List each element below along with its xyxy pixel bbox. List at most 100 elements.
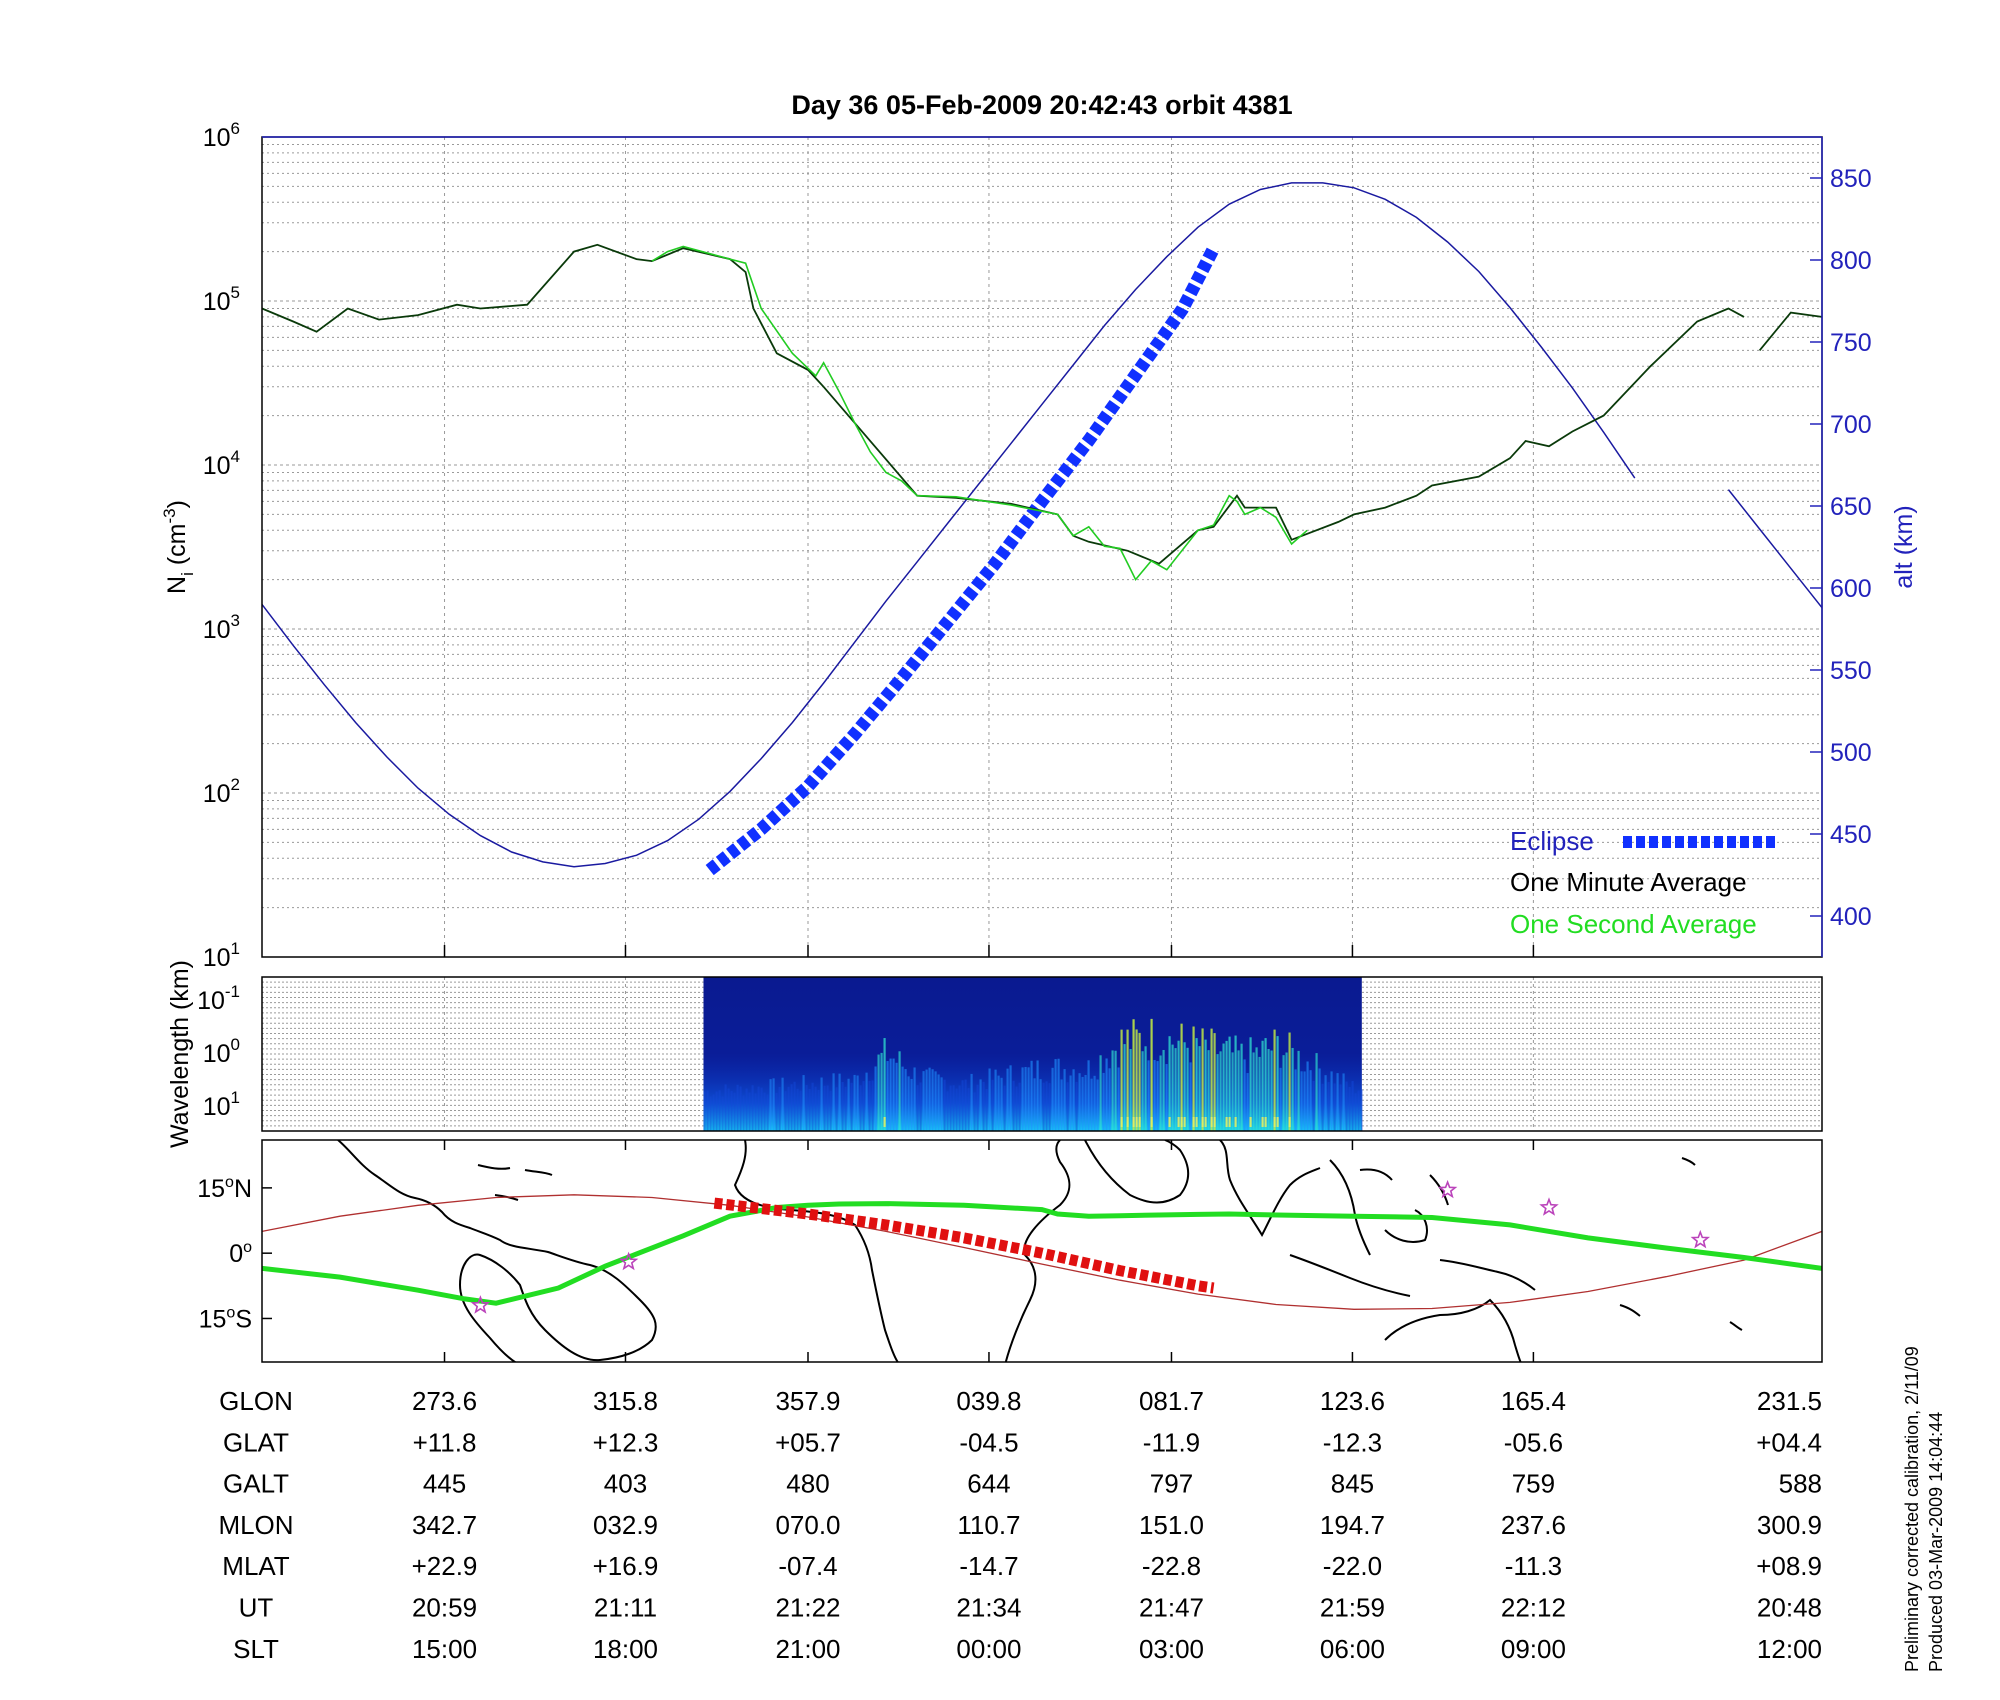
spectrogram-column: [976, 1084, 979, 1131]
spectrogram-column: [1345, 1081, 1348, 1131]
spectrogram-hotspot: [1249, 1117, 1252, 1127]
map-lat-tick-label: 15oN: [197, 1174, 252, 1203]
map-frame: [261, 1139, 1823, 1363]
spectrogram-column: [1117, 1067, 1120, 1131]
spectrogram-column: [1165, 1064, 1168, 1131]
spectrogram-column: [970, 1073, 973, 1131]
ephemeris-row-label: MLON: [218, 1510, 293, 1540]
spectrogram-column: [1096, 1079, 1099, 1131]
ephemeris-table: GLON 273.6 315.8 357.9 039.8 081.7 123.6 165.4 2…: [218, 1386, 1822, 1664]
tick-base: 10: [203, 780, 231, 808]
chart-title: Day 36 05-Feb-2009 20:42:43 orbit 4381: [791, 90, 1292, 120]
spectrogram-column: [931, 1069, 934, 1131]
ephemeris-row-label: GALT: [223, 1469, 289, 1499]
spectrogram-column: [1351, 1081, 1354, 1131]
spectrogram-column: [829, 1090, 832, 1131]
spectrogram-column: [1018, 1082, 1021, 1131]
tick-base: 10: [203, 288, 231, 316]
spectrogram-column: [1168, 1036, 1171, 1131]
spectrogram-column: [808, 1088, 811, 1131]
spectrogram-column: [1234, 1035, 1237, 1131]
spectrogram-column: [1231, 1052, 1234, 1131]
density-series-group: [262, 182, 1822, 876]
spectrogram-column: [1006, 1068, 1009, 1131]
spectrogram-hotspot: [1126, 1117, 1129, 1127]
spectrogram-column: [1342, 1073, 1345, 1131]
spectrogram-column: [1000, 1077, 1003, 1131]
tick-exponent: 4: [231, 447, 240, 466]
spectrogram-column: [1357, 1090, 1360, 1131]
spectrogram-column: [766, 1094, 769, 1131]
tick-base: 10: [197, 987, 225, 1015]
spectrogram-hotspot: [1273, 1117, 1276, 1127]
spectrogram-column: [994, 1069, 997, 1131]
spectrogram-column: [1249, 1037, 1252, 1131]
spectrogram-column: [748, 1092, 751, 1131]
tick-exponent: 1: [231, 939, 240, 958]
spectrogram-hotspot: [1180, 1117, 1183, 1127]
spectrogram-column: [877, 1054, 880, 1131]
spectrogram-column: [952, 1085, 955, 1131]
spectrogram-column: [1183, 1042, 1186, 1131]
ephemeris-cell: -11.3: [1505, 1551, 1562, 1581]
density-y-tick-label: 105: [203, 283, 240, 316]
spectrogram-column: [760, 1087, 763, 1131]
one-second-series-line: [651, 245, 1308, 582]
spectrogram-hotspot: [1201, 1117, 1204, 1127]
spectrogram-column: [835, 1087, 838, 1131]
spectrogram-column: [1180, 1023, 1183, 1131]
density-y-tick-label: 104: [203, 447, 240, 480]
lat-hemisphere: S: [235, 1305, 252, 1333]
spectrogram-y-tick-label: 100: [203, 1035, 240, 1068]
spectrogram-hotspot: [1138, 1117, 1141, 1127]
ephemeris-cell: 03:00: [1139, 1634, 1204, 1664]
density-grid: [262, 136, 1822, 958]
altitude-tick-label: 650: [1830, 493, 1872, 521]
spectrogram-column: [1132, 1019, 1135, 1131]
spectrogram-column: [1081, 1076, 1084, 1131]
ephemeris-cell: 21:47: [1139, 1593, 1204, 1623]
spectrogram-column: [856, 1075, 859, 1131]
spectrogram-hotspot: [1210, 1117, 1213, 1127]
spectrogram-column: [745, 1088, 748, 1131]
tick-exponent: 1: [231, 1088, 240, 1107]
spectrogram-column: [733, 1092, 736, 1131]
map-grid: [443, 1140, 1535, 1362]
coastline-southeast-asia: [1289, 1159, 1449, 1297]
ephemeris-cell: -11.9: [1143, 1427, 1200, 1457]
spectrogram-column: [754, 1093, 757, 1131]
density-y-tick-label: 101: [203, 939, 240, 972]
spectrogram-column: [1156, 1061, 1159, 1131]
altitude-tick-label: 450: [1830, 821, 1872, 849]
spectrogram-column: [1174, 1048, 1177, 1131]
altitude-tick-label: 800: [1830, 247, 1872, 275]
legend-eclipse-label: Eclipse: [1510, 826, 1594, 856]
spectrogram-column: [844, 1086, 847, 1131]
calibration-note: Preliminary corrected calibration, 2/11/…: [1902, 1346, 1922, 1672]
ephemeris-cell: 588: [1779, 1469, 1822, 1499]
density-y-axis-label: Ni (cm-3): [160, 500, 197, 594]
spectrogram-column: [1150, 1018, 1153, 1131]
tick-exponent: 5: [231, 283, 240, 302]
density-label-close: ): [163, 500, 191, 508]
spectrogram-column: [1009, 1065, 1012, 1131]
ephemeris-cell: +05.7: [775, 1427, 841, 1457]
spectrogram-column: [718, 1090, 721, 1131]
spectrogram-column: [802, 1075, 805, 1131]
spectrogram-column: [985, 1088, 988, 1131]
spectrogram-column: [703, 1091, 706, 1131]
spectrogram-column: [1069, 1075, 1072, 1131]
spectrogram-column: [883, 1038, 886, 1131]
spectrogram-column: [763, 1092, 766, 1131]
spectrogram-column: [793, 1081, 796, 1131]
spectrogram-column: [937, 1074, 940, 1131]
spectrogram-column: [1015, 1086, 1018, 1131]
spectrogram-hotspot: [1228, 1117, 1231, 1127]
spectrogram-column: [1216, 1054, 1219, 1131]
ephemeris-cell: 237.6: [1501, 1510, 1566, 1540]
spectrogram-column: [865, 1072, 868, 1131]
ephemeris-cell: 00:00: [956, 1634, 1021, 1664]
spectrogram-column: [1297, 1050, 1300, 1131]
spectrogram-column: [787, 1086, 790, 1131]
ephemeris-cell: 357.9: [775, 1386, 840, 1416]
